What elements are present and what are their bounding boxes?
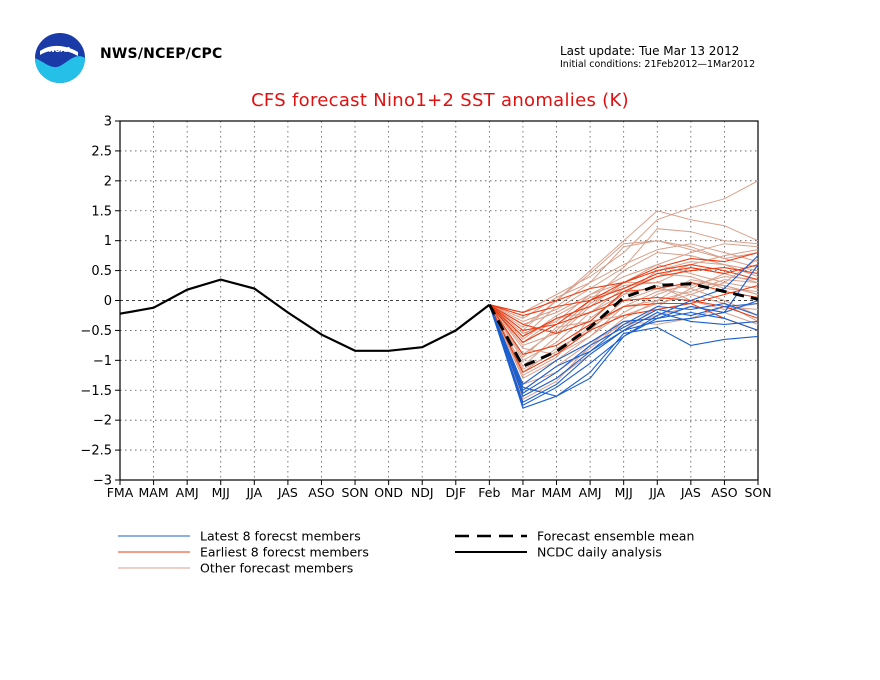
latest-member-line [488,302,759,395]
x-tick-label: JAS [277,485,298,500]
x-tick-label: OND [374,485,403,500]
latest-member-line [488,304,759,386]
x-tick-label: NDJ [411,485,434,500]
y-tick-label: 1.5 [91,204,112,219]
y-tick-label: 2.5 [91,144,112,159]
x-tick-label: JJA [648,485,665,500]
x-tick-label: AMJ [176,485,199,500]
initial-conditions-label: Initial conditions: 21Feb2012—1Mar2012 [560,59,756,70]
other-member-line [488,252,759,356]
x-tick-label: AMJ [579,485,602,500]
legend-label-latest: Latest 8 forecst members [200,529,361,544]
last-update-label: Last update: Tue Mar 13 2012 [560,44,740,58]
x-tick-label: MJJ [615,485,633,500]
ensemble-mean-line [488,282,759,369]
y-tick-label: −1 [93,354,112,369]
y-tick-label: −2.5 [80,444,112,459]
earliest-member-line [488,252,759,344]
y-tick-label: 0 [104,294,112,309]
organization-label: NWS/NCEP/CPC [100,46,223,62]
earliest-member-line [489,264,759,317]
x-tick-label: ASO [308,485,334,500]
chart-title: CFS forecast Nino1+2 SST anomalies (K) [251,90,629,111]
ncdc-analysis-line [119,278,491,352]
latest-member-line [488,304,759,403]
x-tick-label: Mar [511,485,535,500]
latest-member-line [488,302,759,392]
legend-label-mean: Forecast ensemble mean [537,529,694,544]
x-tick-label: SON [744,485,771,500]
other-member-line [489,240,759,329]
x-tick-label: SON [341,485,368,500]
other-member-line [489,243,759,319]
y-tick-label: −3 [93,474,112,489]
earliest-member-line [488,302,759,356]
y-tick-label: 2 [104,174,112,189]
y-tick-label: −0.5 [80,324,112,339]
y-tick-label: 0.5 [91,264,112,279]
y-tick-label: −2 [93,414,112,429]
other-member-line [488,261,759,376]
noaa-logo-icon: NOAA [35,33,85,83]
other-member-line [489,228,759,322]
earliest-member-line [489,267,759,334]
series-lines [119,180,759,409]
latest-member-line [488,304,759,409]
y-tick-label: 3 [104,115,112,130]
legend-label-other: Other forecast members [200,561,353,576]
x-tick-label: JAS [680,485,701,500]
other-member-line [489,243,759,334]
x-tick-label: DJF [446,485,467,500]
x-tick-label: MAM [139,485,169,500]
latest-member-line [488,255,759,406]
x-tick-label: MJJ [212,485,230,500]
x-tick-label: ASO [711,485,737,500]
y-tick-label: −1.5 [80,384,112,399]
other-member-line [489,240,759,338]
y-tick-label: 1 [104,234,112,249]
grid [120,121,758,480]
other-member-line [489,180,759,314]
other-member-line [488,279,759,400]
x-tick-label: MAM [541,485,571,500]
noaa-logo-text: NOAA [49,46,72,54]
x-tick-label: JJA [245,485,262,500]
legend-label-earliest: Earliest 8 forecst members [200,545,369,560]
earliest-member-line [489,296,759,331]
x-tick-label: Feb [478,485,500,500]
legend-label-analysis: NCDC daily analysis [537,545,662,560]
earliest-member-line [488,284,759,374]
x-tick-label: FMA [107,485,134,500]
